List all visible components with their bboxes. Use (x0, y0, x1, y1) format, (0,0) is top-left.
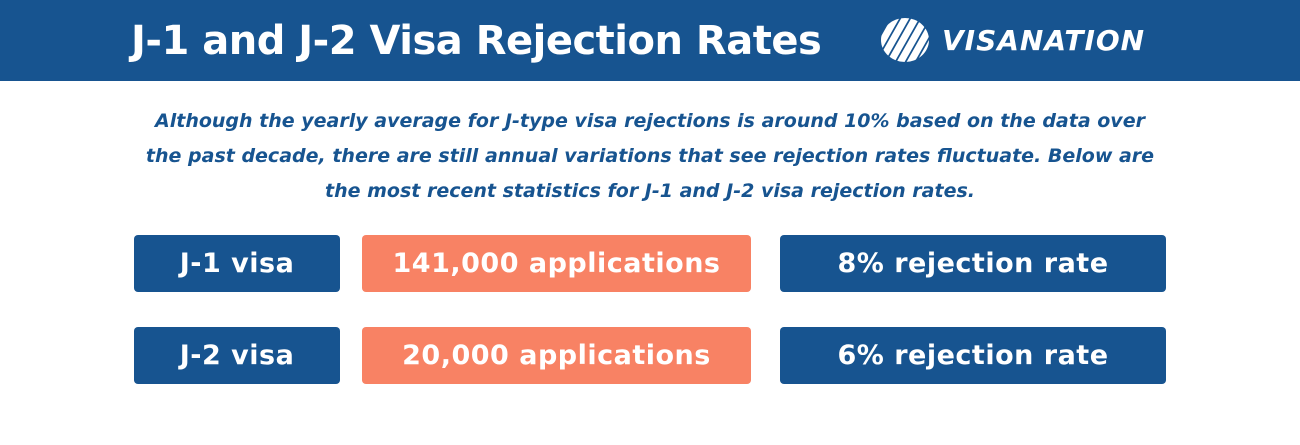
j1-applications-badge: 141,000 applications (362, 235, 751, 292)
j2-visa-label: J-2 visa (134, 327, 340, 384)
j2-rejection-rate-badge: 6% rejection rate (780, 327, 1166, 384)
striped-globe-icon (881, 18, 929, 62)
intro-paragraph: Although the yearly average for J-type v… (145, 110, 1155, 202)
page-title: J-1 and J-2 Visa Rejection Rates (131, 18, 822, 64)
j1-visa-label: J-1 visa (134, 235, 340, 292)
header-banner: J-1 and J-2 Visa Rejection Rates VISANAT… (0, 0, 1300, 81)
j1-rejection-rate-badge: 8% rejection rate (780, 235, 1166, 292)
logo-wordmark: VISANATION (942, 23, 1146, 57)
j2-applications-badge: 20,000 applications (362, 327, 751, 384)
visanation-logo[interactable]: VISANATION (880, 14, 1145, 66)
